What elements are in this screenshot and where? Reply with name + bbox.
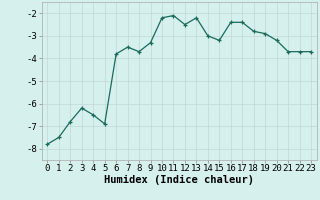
X-axis label: Humidex (Indice chaleur): Humidex (Indice chaleur) bbox=[104, 175, 254, 185]
